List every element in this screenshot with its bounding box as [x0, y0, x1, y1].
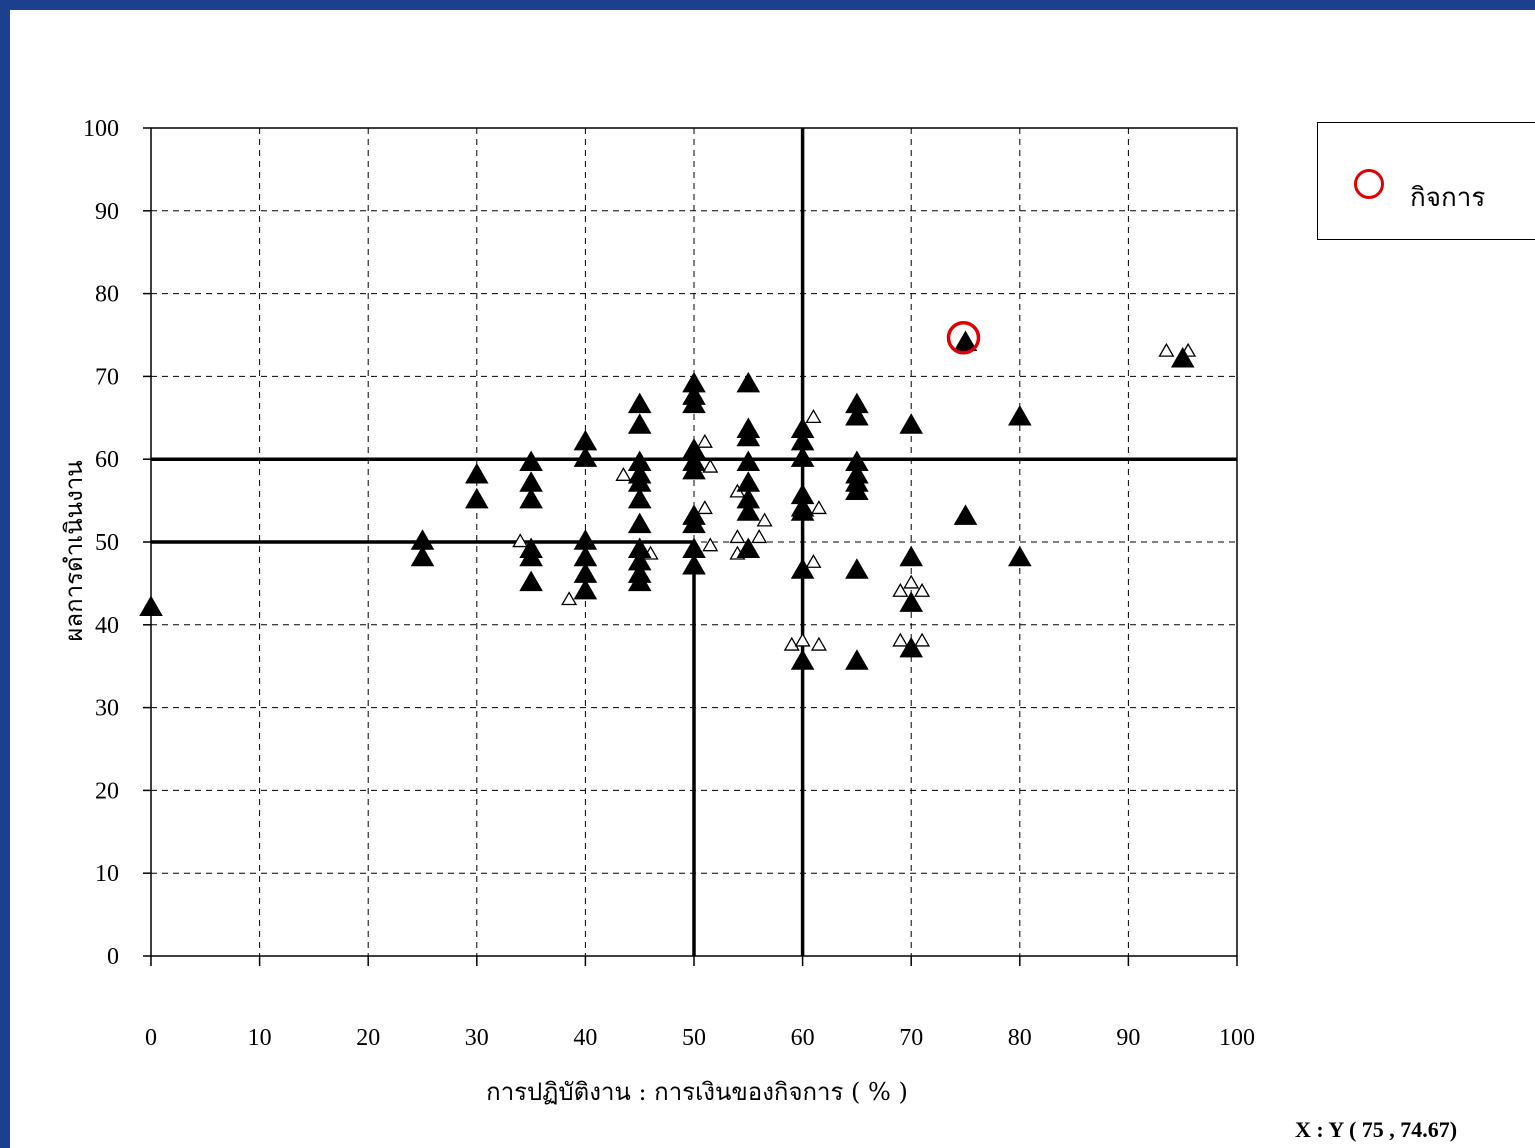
y-tick-label: 100 [83, 116, 119, 142]
filled-triangle-point [736, 425, 761, 447]
filled-triangle-point [736, 537, 761, 558]
filled-triangle-point [1008, 405, 1032, 426]
highlight-layer [946, 320, 981, 355]
filled-triangle-point [845, 558, 869, 579]
y-tick-label: 70 [95, 364, 119, 390]
filled-triangle-point [736, 450, 761, 472]
x-tick-label: 50 [682, 1025, 706, 1051]
filled-triangle-point [682, 512, 706, 534]
hollow-triangle-point [783, 636, 800, 651]
filled-triangle-point [899, 545, 923, 567]
y-axis-title: ผลการดำเนินงาน [60, 460, 88, 641]
filled-triangle-point [899, 636, 923, 658]
filled-triangle-point [682, 392, 706, 414]
tick-labels: 0 10 20 30 40 50 60 70 80 90 100 0 10 20 30 40 50 60 70 80 9… [83, 116, 1255, 1051]
filled-triangle-point [519, 450, 543, 472]
x-tick-label: 100 [1219, 1025, 1255, 1051]
filled-triangle-point [519, 570, 543, 592]
y-tick-label: 60 [95, 447, 119, 473]
x-axis-title: การปฏิบัติงาน : การเงินของกิจการ ( % ) [486, 1078, 908, 1106]
y-tick-label: 80 [95, 282, 119, 308]
hollow-triangle-point [903, 574, 920, 589]
filled-triangle-point [736, 371, 761, 393]
filled-triangle-point [953, 330, 978, 351]
legend-label: กิจการ [1410, 183, 1486, 213]
hollow-triangle-point [512, 533, 529, 548]
hollow-triangle-point [810, 636, 827, 651]
filled-triangle-point [627, 512, 652, 534]
filled-triangle-point [845, 405, 869, 426]
hollow-triangle-point [729, 529, 746, 544]
filled-triangle-point [627, 392, 652, 414]
hollow-triangle-point [756, 512, 773, 527]
hollow-triangle-point [615, 467, 632, 481]
x-tick-label: 20 [356, 1025, 380, 1051]
hollow-triangle-point [805, 409, 822, 424]
x-tick-label: 60 [791, 1025, 815, 1051]
filled-triangle-point [465, 462, 489, 484]
hollow-triangle-point [914, 582, 931, 597]
y-tick-label: 90 [95, 199, 119, 225]
highlight-red-circle [946, 320, 981, 355]
scatter-chart: 0 10 20 30 40 50 60 70 80 90 100 0 10 20 30 40 50 60 70 80 9… [60, 116, 1255, 1106]
filled-triangle-point [790, 558, 815, 579]
filled-triangle-point [573, 446, 598, 467]
legend: กิจการ [1317, 122, 1535, 240]
filled-triangle-point [627, 570, 652, 592]
filled-triangle-point [1170, 347, 1195, 368]
x-tick-label: 40 [573, 1025, 597, 1051]
filled-triangle-point [573, 578, 598, 600]
filled-triangle-point [410, 545, 435, 567]
filled-triangle-point [1008, 545, 1032, 567]
filled-triangle-point [627, 487, 652, 509]
hollow-triangle-point [702, 537, 719, 552]
hollow-triangle-point [1158, 342, 1175, 357]
coordinate-readout: X : Y ( 75 , 74.67) [1295, 1117, 1458, 1142]
filled-triangle-point [682, 554, 706, 575]
hollow-triangle-point [892, 582, 909, 597]
y-tick-label: 50 [95, 530, 119, 556]
filled-triangle-point [736, 500, 761, 521]
chart-frame: 0 10 20 30 40 50 60 70 80 90 100 0 10 20 30 40 50 60 70 80 9… [10, 10, 1535, 1148]
y-tick-label: 30 [95, 696, 119, 722]
y-tick-label: 20 [95, 778, 119, 804]
hollow-triangle-point [702, 458, 719, 473]
filled-triangle-point [519, 545, 543, 567]
hollow-triangle-point [794, 632, 811, 647]
filled-triangle-point [627, 413, 652, 434]
x-tick-label: 80 [1008, 1025, 1032, 1051]
filled-triangle-series [139, 330, 1195, 670]
hollow-triangle-point [892, 632, 909, 647]
filled-triangle-point [899, 413, 923, 434]
filled-triangle-point [790, 649, 815, 670]
filled-triangle-point [899, 591, 923, 612]
x-tick-label: 70 [899, 1025, 923, 1051]
filled-triangle-point [953, 504, 978, 525]
y-tick-label: 10 [95, 861, 119, 887]
filled-triangle-point [845, 649, 869, 670]
x-tick-label: 0 [145, 1025, 157, 1051]
hollow-triangle-point [561, 591, 578, 606]
hollow-triangle-point [696, 500, 713, 515]
x-tick-label: 10 [248, 1025, 272, 1051]
filled-triangle-point [682, 458, 706, 480]
hollow-triangle-point [805, 553, 822, 568]
hollow-triangle-point [914, 632, 931, 647]
y-tick-label: 0 [107, 944, 119, 970]
x-tick-label: 30 [465, 1025, 489, 1051]
red-circle-icon [1354, 169, 1384, 199]
filled-triangle-point [790, 446, 815, 467]
hollow-triangle-point [751, 529, 768, 544]
filled-triangle-point [519, 487, 543, 509]
x-tick-label: 90 [1116, 1025, 1140, 1051]
y-tick-label: 40 [95, 613, 119, 639]
hollow-triangle-point [810, 500, 827, 515]
filled-triangle-point [845, 479, 869, 501]
filled-triangle-point [139, 595, 163, 616]
filled-triangle-point [790, 500, 815, 521]
hollow-triangle-point [696, 433, 713, 448]
filled-triangle-point [465, 487, 489, 509]
